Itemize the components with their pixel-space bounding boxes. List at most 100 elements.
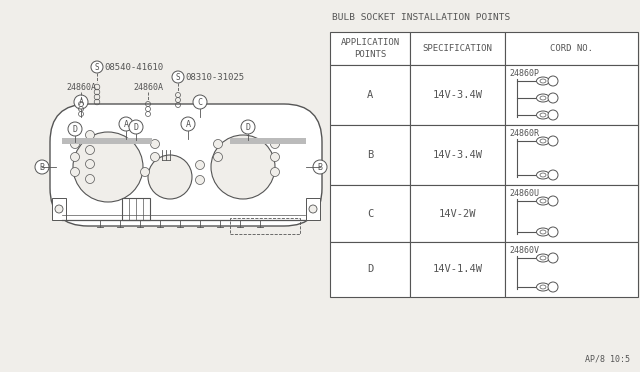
Circle shape (86, 160, 95, 169)
Circle shape (172, 71, 184, 83)
Bar (230, 138, 306, 144)
Circle shape (86, 174, 95, 183)
Text: 24860R: 24860R (509, 129, 539, 138)
Circle shape (241, 120, 255, 134)
Circle shape (195, 160, 205, 170)
Circle shape (313, 160, 327, 174)
Text: B: B (40, 163, 45, 171)
Text: A: A (124, 119, 129, 128)
Text: D: D (367, 264, 373, 275)
Circle shape (309, 205, 317, 213)
Circle shape (74, 95, 88, 109)
Ellipse shape (548, 76, 558, 86)
Text: 14V-3.4W: 14V-3.4W (433, 90, 483, 100)
Ellipse shape (540, 173, 546, 177)
Ellipse shape (548, 196, 558, 206)
Bar (330, 65, 410, 125)
Ellipse shape (540, 285, 546, 289)
Text: BULB SOCKET INSTALLATION POINTS: BULB SOCKET INSTALLATION POINTS (332, 13, 510, 22)
Bar (410, 242, 505, 297)
Text: S: S (95, 62, 99, 71)
Text: 24860A: 24860A (133, 83, 163, 92)
Circle shape (129, 120, 143, 134)
Text: 24860V: 24860V (509, 246, 539, 255)
Circle shape (181, 117, 195, 131)
Bar (410, 125, 505, 185)
Text: 08540-41610: 08540-41610 (104, 62, 163, 71)
Text: 14V-3.4W: 14V-3.4W (433, 150, 483, 160)
Circle shape (70, 140, 79, 148)
Ellipse shape (548, 227, 558, 237)
Text: C: C (198, 97, 202, 106)
Ellipse shape (548, 110, 558, 120)
Ellipse shape (540, 199, 546, 203)
Circle shape (73, 132, 143, 202)
Bar (410, 32, 505, 65)
Ellipse shape (536, 111, 550, 119)
Bar (62, 138, 152, 144)
Ellipse shape (540, 113, 546, 117)
Bar (330, 125, 410, 185)
Bar (330, 32, 410, 65)
Circle shape (193, 95, 207, 109)
Text: 24860P: 24860P (509, 69, 539, 78)
Ellipse shape (540, 96, 546, 100)
Ellipse shape (536, 254, 550, 262)
Ellipse shape (540, 256, 546, 260)
Bar (505, 185, 638, 242)
Bar (306, 198, 320, 220)
Bar (505, 242, 638, 297)
Text: AP/8 10:5: AP/8 10:5 (585, 355, 630, 364)
Ellipse shape (548, 93, 558, 103)
Circle shape (211, 135, 275, 199)
Text: APPLICATION
POINTS: APPLICATION POINTS (340, 38, 399, 58)
Ellipse shape (540, 139, 546, 143)
Ellipse shape (536, 137, 550, 145)
Circle shape (70, 153, 79, 161)
Text: 08310-31025: 08310-31025 (185, 73, 244, 81)
Bar (505, 65, 638, 125)
Bar (410, 185, 505, 242)
Text: B: B (367, 150, 373, 160)
Circle shape (141, 167, 150, 176)
Ellipse shape (536, 171, 550, 179)
Ellipse shape (540, 79, 546, 83)
Circle shape (55, 205, 63, 213)
Text: D: D (246, 122, 250, 131)
Ellipse shape (536, 77, 550, 85)
Bar (505, 125, 638, 185)
Circle shape (91, 61, 103, 73)
Text: CORD NO.: CORD NO. (550, 44, 593, 53)
Circle shape (68, 122, 82, 136)
Circle shape (86, 145, 95, 154)
Text: D: D (134, 122, 138, 131)
Ellipse shape (548, 170, 558, 180)
Text: 14V-2W: 14V-2W (439, 208, 476, 218)
Text: 24860U: 24860U (509, 189, 539, 198)
Ellipse shape (536, 283, 550, 291)
Circle shape (271, 140, 280, 148)
Circle shape (214, 140, 223, 148)
Text: C: C (367, 208, 373, 218)
Circle shape (35, 160, 49, 174)
Bar (330, 185, 410, 242)
Text: A: A (79, 97, 83, 106)
Ellipse shape (548, 136, 558, 146)
Circle shape (271, 153, 280, 161)
Circle shape (271, 167, 280, 176)
Bar (230, 218, 300, 234)
Bar (122, 198, 150, 220)
Text: A: A (367, 90, 373, 100)
Circle shape (70, 167, 79, 176)
Bar (410, 65, 505, 125)
Ellipse shape (536, 228, 550, 236)
Ellipse shape (548, 253, 558, 263)
Circle shape (119, 117, 133, 131)
Text: S: S (176, 73, 180, 81)
Bar (330, 242, 410, 297)
Bar (505, 32, 638, 65)
Circle shape (148, 155, 192, 199)
Circle shape (150, 140, 159, 148)
Circle shape (150, 153, 159, 161)
Circle shape (214, 153, 223, 161)
